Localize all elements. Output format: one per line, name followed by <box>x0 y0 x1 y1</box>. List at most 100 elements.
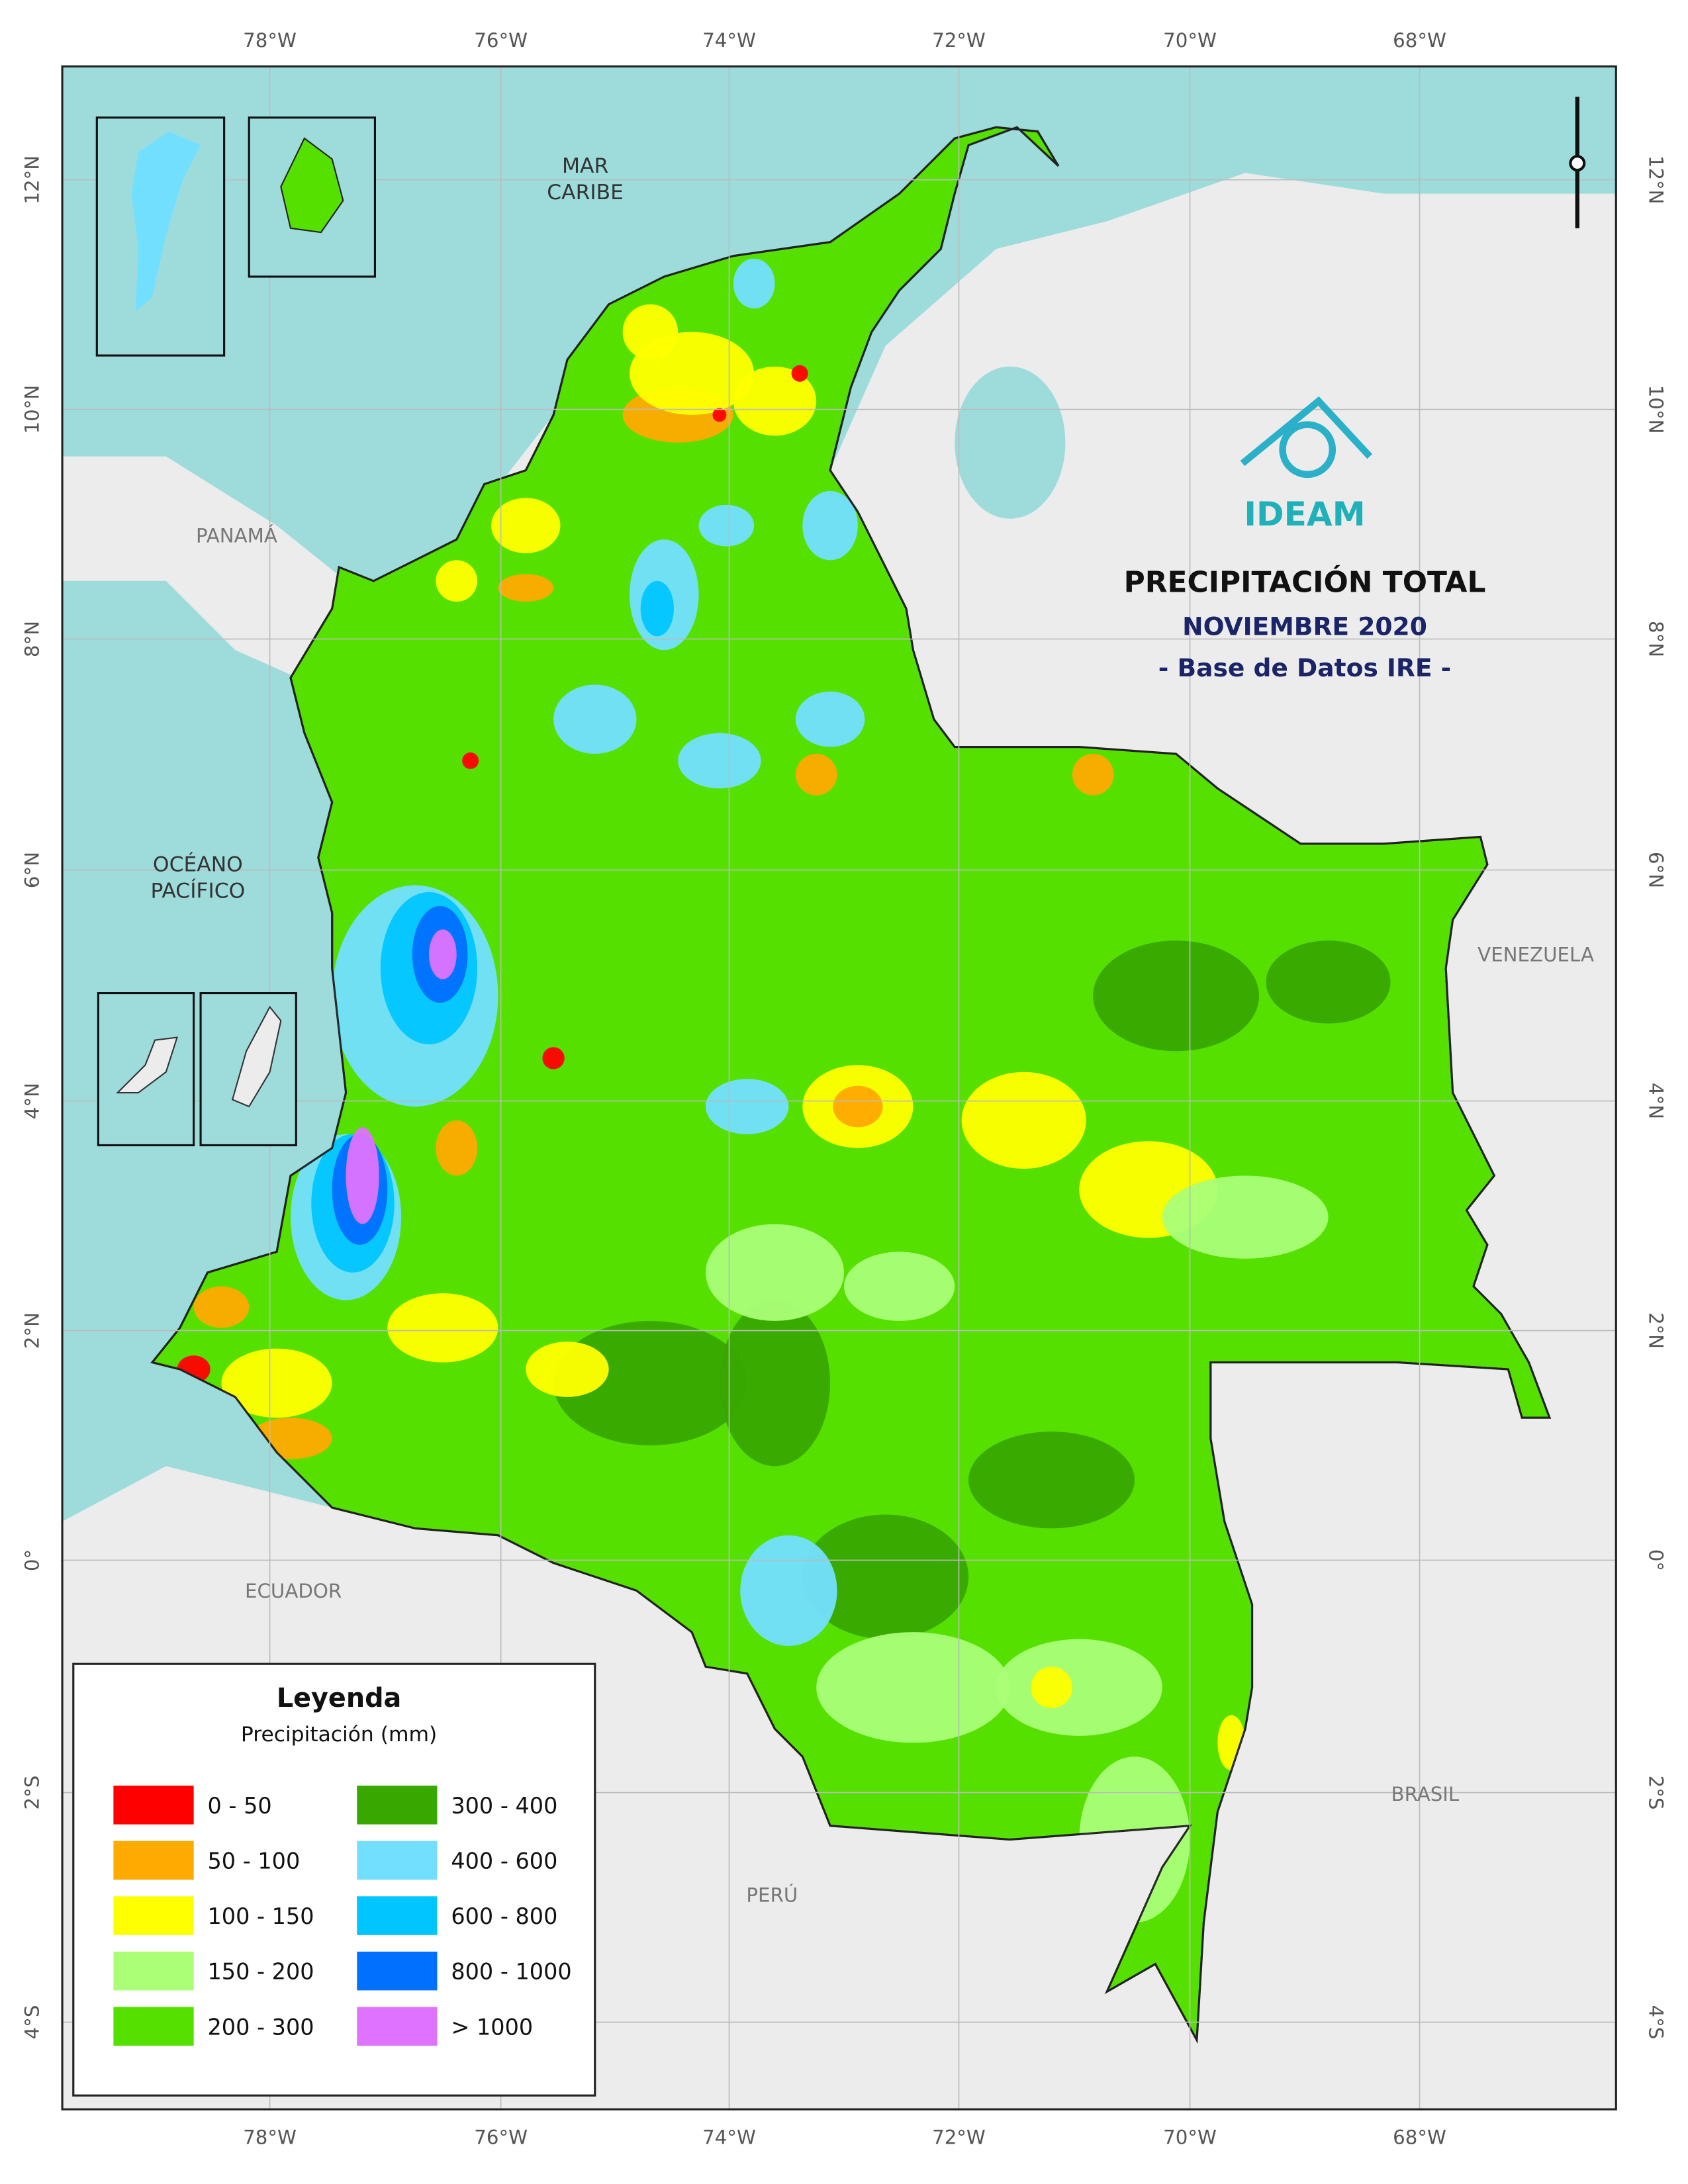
legend: Leyenda Precipitación (mm) 0 - 50 50 - 10… <box>72 1662 596 2097</box>
precipitation-zone <box>844 1251 955 1321</box>
longitude-label: 68°W <box>1393 2126 1446 2148</box>
legend-swatch <box>357 2007 438 2046</box>
legend-label: 800 - 1000 <box>451 1959 571 1985</box>
precipitation-zone <box>553 684 637 754</box>
precipitation-zone <box>1072 754 1114 796</box>
precipitation-zone <box>968 1432 1135 1529</box>
sea-label: CARIBE <box>547 181 624 205</box>
precipitation-zone <box>733 258 775 309</box>
precipitation-zone <box>816 1632 1010 1743</box>
precipitation-zone <box>1162 1175 1329 1259</box>
precipitation-zone <box>1093 940 1260 1052</box>
map-frame <box>61 65 1617 2111</box>
precipitation-zone <box>622 304 679 360</box>
legend-title: Leyenda <box>277 1683 402 1713</box>
legend-swatch <box>113 1786 194 1825</box>
precipitation-zone <box>193 1286 250 1328</box>
longitude-label: 72°W <box>932 2126 986 2148</box>
precipitation-zone <box>740 1535 837 1647</box>
map-source: - Base de Datos IRE - <box>1158 653 1452 682</box>
latitude-label: 0° <box>21 1549 44 1571</box>
longitude-label: 78°W <box>243 29 297 52</box>
sea-label: PACÍFICO <box>151 878 246 903</box>
legend-label: 400 - 600 <box>451 1848 557 1874</box>
precipitation-zone <box>436 1120 478 1176</box>
legend-swatch <box>357 1841 438 1880</box>
logo-text: IDEAM <box>1244 494 1365 533</box>
legend-swatch <box>357 1951 438 1991</box>
precipitation-zone <box>698 504 755 547</box>
legend-subtitle: Precipitación (mm) <box>241 1723 437 1747</box>
latitude-label: 10°N <box>1644 385 1667 434</box>
sea-label: OCÉANO <box>153 852 243 877</box>
precipitation-zone <box>436 560 478 602</box>
latitude-label: 2°S <box>21 1776 44 1810</box>
latitude-label: 6°N <box>1644 852 1667 888</box>
precipitation-zone <box>996 1639 1162 1736</box>
precipitation-zone <box>1031 1666 1072 1709</box>
insets <box>95 116 377 1147</box>
legend-swatch <box>113 1951 194 1991</box>
precipitation-zone <box>733 366 817 436</box>
legend-label: 600 - 800 <box>451 1903 557 1929</box>
precipitation-zones <box>152 127 1550 2040</box>
precipitation-zone <box>791 365 808 382</box>
latitude-label: 8°N <box>1644 621 1667 657</box>
longitude-label: 70°W <box>1163 2126 1217 2148</box>
sea-label: MAR <box>562 154 608 178</box>
island <box>131 131 201 312</box>
latitude-label: 4°N <box>21 1083 44 1119</box>
longitude-label: 72°W <box>932 29 986 52</box>
precipitation-zone <box>640 580 674 637</box>
precipitation-zone <box>705 1079 789 1134</box>
country-label: ECUADOR <box>245 1580 342 1602</box>
legend-label: > 1000 <box>451 2014 533 2040</box>
legend-swatch <box>357 1896 438 1935</box>
latitude-label: 4°S <box>21 2005 44 2040</box>
land-panama <box>62 456 346 678</box>
precipitation-zone <box>833 1085 883 1128</box>
longitude-label: 76°W <box>474 2126 528 2148</box>
legend-swatch <box>113 1841 194 1880</box>
longitude-label: 78°W <box>243 2126 297 2148</box>
precipitation-zone <box>491 498 561 553</box>
island <box>231 1005 282 1108</box>
latitude-label: 12°N <box>1644 156 1667 205</box>
legend-label: 50 - 100 <box>208 1848 301 1874</box>
latitude-label: 10°N <box>21 385 44 434</box>
legend-label: 0 - 50 <box>208 1793 272 1819</box>
latitude-label: 2°S <box>1644 1776 1667 1810</box>
longitude-label: 74°W <box>702 29 756 52</box>
latitude-label: 2°N <box>21 1312 44 1349</box>
precipitation-zone <box>553 1320 747 1445</box>
legend-label: 200 - 300 <box>208 2014 314 2040</box>
longitude-label: 70°W <box>1163 29 1217 52</box>
north-arrow <box>1569 97 1586 228</box>
precipitation-zone <box>705 1224 844 1321</box>
country-label: PANAMÁ <box>196 523 277 547</box>
precipitation-zone <box>526 1342 609 1397</box>
map-title: PRECIPITACIÓN TOTAL <box>1124 564 1486 599</box>
legend-swatch <box>113 1896 194 1935</box>
precipitation-zone <box>221 1348 332 1418</box>
latitude-label: 0° <box>1644 1549 1667 1571</box>
latitude-label: 4°N <box>1644 1083 1667 1119</box>
precipitation-zone <box>678 733 761 789</box>
latitude-label: 4°S <box>1644 2005 1667 2040</box>
precipitation-zone <box>462 752 479 770</box>
country-label: BRASIL <box>1391 1783 1460 1805</box>
country-label: PERÚ <box>746 1883 798 1907</box>
legend-swatch <box>357 1786 438 1825</box>
precipitation-zone <box>542 1047 565 1069</box>
precipitation-zone <box>802 1514 969 1639</box>
country-label: VENEZUELA <box>1477 944 1594 966</box>
precipitation-zone <box>346 1127 379 1224</box>
north-arrow-center <box>1569 155 1586 172</box>
legend-label: 100 - 150 <box>208 1903 314 1929</box>
precipitation-zone <box>498 574 554 602</box>
precipitation-zone <box>961 1071 1086 1169</box>
precipitation-zone <box>1266 940 1391 1024</box>
island <box>280 137 344 234</box>
precipitation-zone <box>795 754 837 796</box>
